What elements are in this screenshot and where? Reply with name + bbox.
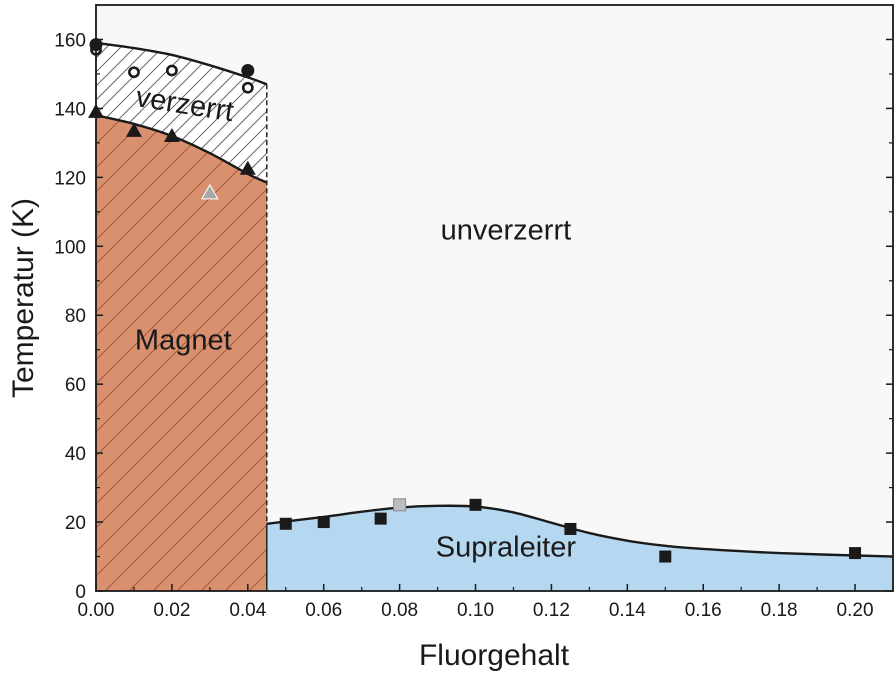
y-tick-label-3: 60: [65, 375, 86, 396]
x-tick-label-2: 0.04: [229, 600, 266, 621]
y-tick-label-0: 0: [75, 582, 86, 603]
structural-transition-curve: [96, 41, 268, 86]
y-tick-label-4: 80: [65, 306, 86, 327]
y-tick-label-1: 20: [65, 513, 86, 534]
data-point-filled-square-3: [469, 498, 482, 511]
x-axis-title: Fluorgehalt: [419, 639, 570, 672]
y-axis: 0 20 40 60 80 100 120 140 160: [54, 30, 893, 603]
phase-regions: [96, 42, 893, 591]
data-point-open-circle-2: [166, 64, 178, 77]
x-tick-label-6: 0.12: [533, 600, 570, 621]
y-tick-label-7: 140: [54, 99, 86, 120]
data-point-filled-square-1: [317, 516, 330, 529]
x-tick-label-5: 0.10: [457, 600, 494, 621]
x-tick-label-3: 0.06: [305, 600, 342, 621]
y-tick-label-6: 120: [54, 168, 86, 189]
data-point-open-circle-1: [128, 66, 140, 79]
data-point-filled-square-4: [564, 522, 577, 535]
data-point-filled-square-0: [279, 517, 292, 530]
data-point-filled-square-5: [659, 550, 672, 563]
region-label-unverzerrt: unverzerrt: [441, 214, 572, 246]
region-magnet-hatch: [96, 115, 267, 591]
x-axis: 0.00 0.02 0.04 0.06 0.08 0.10 0.12 0.14 0.16 0.18…: [78, 584, 874, 621]
plot-frame: [95, 4, 894, 592]
data-point-open-circle-3: [241, 81, 254, 94]
x-tick-label-4: 0.08: [381, 600, 418, 621]
x-tick-label-8: 0.16: [685, 600, 722, 621]
x-tick-label-1: 0.02: [153, 600, 190, 621]
data-point-gray-square-0: [393, 498, 407, 512]
x-tick-label-9: 0.18: [761, 600, 798, 621]
magnetic-transition-curve: [96, 114, 268, 184]
y-tick-label-2: 40: [65, 444, 86, 465]
data-point-filled-circle-1: [241, 63, 255, 77]
y-tick-label-5: 100: [54, 237, 86, 258]
data-point-gray-triangle-0: [200, 183, 219, 200]
data-point-filled-square-2: [374, 512, 387, 525]
y-tick-label-8: 160: [54, 30, 86, 51]
region-label-supraleiter: Supraleiter: [436, 532, 577, 564]
region-supraleiter-fill: [266, 505, 893, 591]
data-point-filled-triangle-2: [163, 127, 180, 142]
region-label-magnet: Magnet: [135, 325, 232, 357]
x-tick-label-7: 0.14: [609, 600, 646, 621]
data-point-filled-triangle-1: [125, 122, 142, 137]
y-axis-title: Temperatur (K): [7, 198, 40, 398]
data-point-filled-triangle-3: [239, 160, 256, 175]
superconducting-dome-curve: [266, 504, 893, 558]
region-labels: verzerrt Magnet unverzerrt Supraleiter: [134, 81, 577, 563]
x-tick-label-0: 0.00: [78, 600, 115, 621]
data-point-filled-square-6: [849, 547, 862, 560]
transition-curves: [96, 41, 893, 591]
x-tick-label-10: 0.20: [837, 600, 874, 621]
region-verzerrt-hatch: [96, 42, 267, 183]
